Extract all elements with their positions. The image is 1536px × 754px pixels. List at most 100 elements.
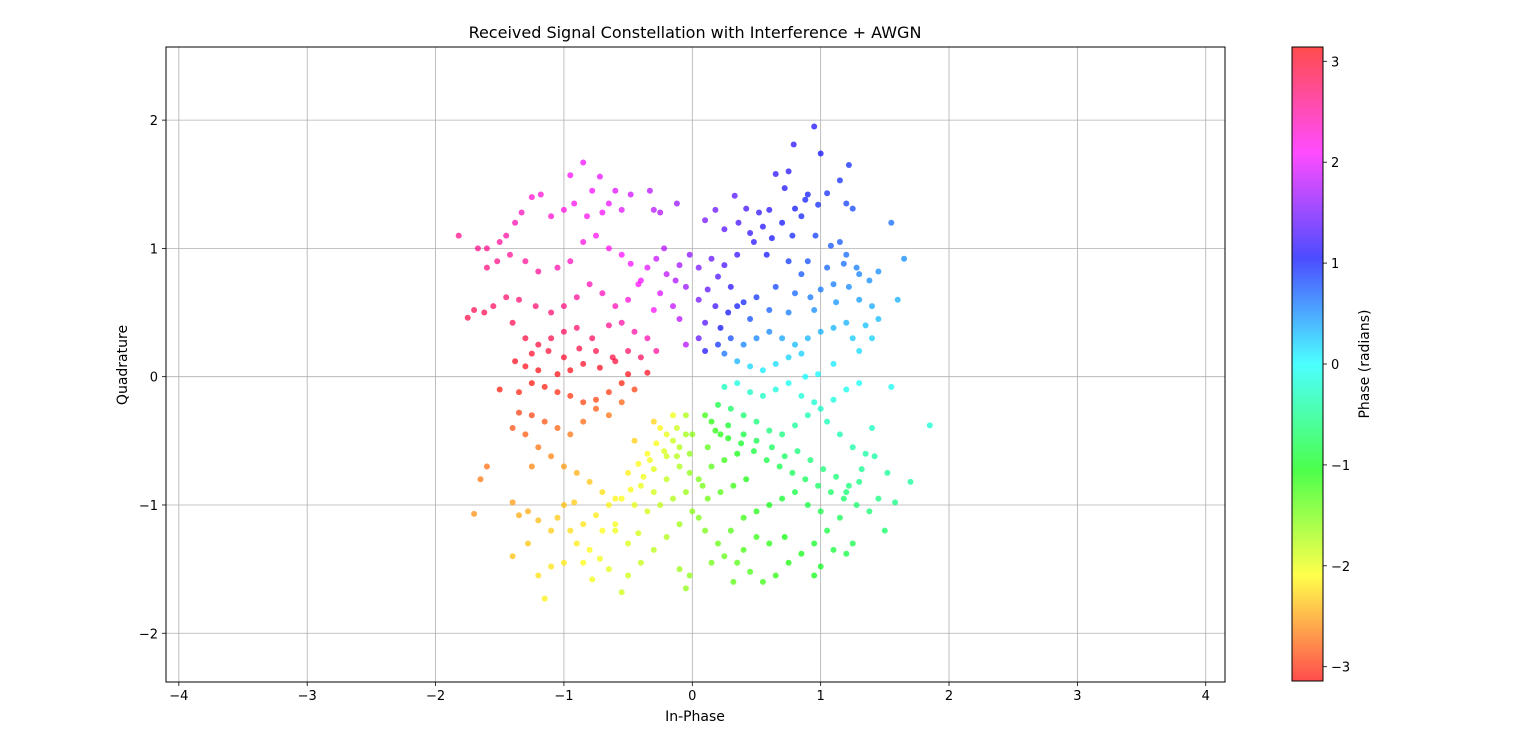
signal-point: [790, 141, 797, 148]
signal-point: [702, 527, 709, 534]
signal-point: [663, 534, 670, 540]
signal-point: [548, 453, 555, 460]
signal-point: [596, 364, 603, 371]
signal-point: [554, 264, 561, 271]
signal-point: [781, 534, 788, 540]
signal-point: [875, 316, 882, 322]
signal-point: [734, 303, 741, 310]
signal-point: [779, 495, 786, 502]
signal-point: [734, 251, 741, 258]
signal-point: [650, 206, 657, 213]
signal-point: [682, 489, 689, 496]
signal-point: [573, 540, 580, 547]
signal-point: [789, 469, 796, 476]
signal-point: [830, 324, 837, 331]
signal-point: [548, 527, 555, 534]
signal-point: [843, 386, 850, 393]
signal-point: [496, 239, 503, 245]
signal-point: [560, 354, 567, 361]
signal-point: [753, 508, 760, 515]
signal-point: [772, 283, 779, 290]
signal-point: [593, 396, 599, 403]
chart-title: Received Signal Constellation with Inter…: [469, 23, 922, 42]
signal-point: [599, 527, 606, 534]
x-tick-label: 3: [1073, 689, 1081, 704]
signal-point: [635, 460, 642, 467]
signal-point: [884, 469, 891, 476]
signal-point: [781, 453, 788, 460]
signal-point: [573, 294, 580, 301]
signal-point: [735, 219, 742, 226]
x-axis-ticks: −4 −3 −2 −1 0 1 2 3 4: [169, 682, 1210, 704]
signal-point: [644, 450, 651, 457]
signal-point: [833, 299, 840, 306]
signal-point: [516, 512, 522, 519]
signal-point: [637, 354, 644, 361]
signal-point: [858, 466, 865, 473]
signal-point: [528, 412, 535, 419]
signal-point: [481, 309, 488, 316]
signal-point: [560, 328, 567, 335]
signal-point: [869, 335, 875, 342]
signal-point: [849, 205, 856, 212]
signal-point: [605, 245, 612, 252]
x-axis-label: In-Phase: [665, 709, 725, 725]
x-tick-label: −2: [426, 689, 445, 704]
signal-point: [747, 230, 754, 236]
signal-point: [820, 466, 827, 473]
signal-point: [753, 534, 760, 540]
signal-point: [695, 476, 702, 483]
signal-point: [843, 319, 850, 326]
x-tick-label: 0: [688, 689, 696, 704]
signal-point: [747, 363, 754, 370]
y-axis-label: Quadrature: [115, 325, 131, 405]
signal-point: [541, 595, 548, 602]
signal-point: [580, 399, 587, 406]
signal-point: [560, 303, 567, 310]
signal-point: [625, 469, 632, 476]
signal-point: [580, 559, 587, 566]
signal-point: [753, 418, 760, 425]
signal-point: [605, 322, 612, 329]
signal-point: [853, 264, 860, 271]
signal-point: [657, 209, 664, 216]
signal-point: [625, 371, 632, 378]
signal-point: [717, 431, 724, 438]
signal-point: [824, 418, 831, 425]
grid-lines: [166, 47, 1225, 682]
signal-point: [455, 232, 462, 239]
signal-point: [661, 245, 668, 252]
signal-point: [670, 303, 676, 310]
x-tick-label: −4: [169, 689, 188, 704]
signal-point: [612, 495, 619, 502]
signal-point: [843, 489, 850, 496]
signal-point: [830, 396, 837, 403]
signal-point: [605, 566, 612, 573]
signal-point: [869, 303, 875, 310]
signal-point: [811, 572, 818, 579]
signal-point: [836, 177, 843, 184]
signal-point: [625, 572, 632, 579]
signal-point: [811, 123, 818, 130]
signal-point: [599, 209, 606, 216]
signal-point: [673, 200, 680, 207]
signal-point: [747, 389, 754, 396]
signal-point: [817, 563, 824, 570]
signal-point: [596, 555, 603, 562]
signal-point: [715, 273, 721, 280]
signal-point: [560, 559, 567, 566]
signal-point: [695, 335, 702, 342]
signal-point: [727, 527, 734, 534]
signal-point: [740, 514, 747, 521]
signal-point: [670, 412, 676, 419]
signal-point: [625, 348, 632, 354]
signal-point: [824, 190, 831, 197]
signal-point: [586, 478, 593, 485]
signal-point: [670, 437, 676, 444]
signal-point: [599, 489, 606, 496]
signal-point: [789, 232, 796, 239]
signal-point: [866, 277, 873, 284]
signal-point: [892, 499, 899, 506]
signal-point: [635, 530, 642, 537]
